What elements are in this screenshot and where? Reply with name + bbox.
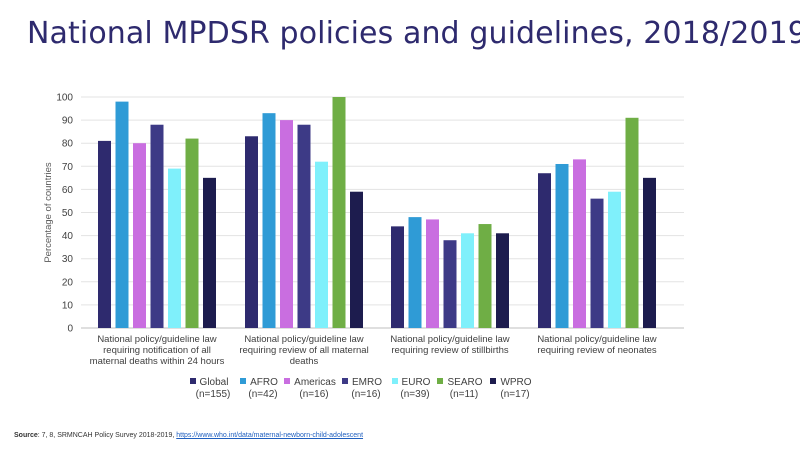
x-category-label-line: National policy/guideline law [390, 334, 510, 345]
source-text: : 7, 8, SRMNCAH Policy Survey 2018-2019, [37, 432, 177, 439]
source-note: Source: 7, 8, SRMNCAH Policy Survey 2018… [14, 432, 363, 439]
bar-global-2 [245, 136, 258, 328]
legend-item-euro: EURO (n=39) [385, 377, 437, 401]
legend-item-americas: Americas (n=16) [284, 377, 336, 401]
bar-wpro-4 [643, 177, 656, 328]
x-category-label-line: requiring review of stillbirths [391, 345, 509, 356]
legend-item-global: Global (n=155) [183, 377, 235, 401]
x-category-label-line: requiring review of all maternal [239, 345, 369, 356]
legend-series-n: (n=16) [351, 389, 381, 400]
legend-swatch [342, 378, 348, 384]
x-category-label: National policy/guideline law requiring r… [517, 334, 677, 356]
y-tick-label: 70 [62, 162, 74, 173]
bar-emro-3 [443, 240, 457, 328]
legend-series-n: (n=17) [500, 389, 530, 400]
legend-series-n: (n=16) [299, 389, 329, 400]
y-tick-label: 50 [62, 208, 74, 219]
y-tick-label: 90 [62, 116, 74, 127]
bar-searo-1 [185, 138, 199, 328]
x-category-label: National policy/guideline law requiring r… [224, 334, 384, 367]
legend-series-n: (n=42) [248, 389, 278, 400]
bar-searo-2 [332, 97, 346, 328]
bar-emro-2 [297, 124, 311, 328]
bar-americas-1 [133, 143, 146, 328]
y-tick-label: 40 [62, 231, 74, 242]
y-tick-label: 10 [62, 300, 74, 311]
source-label: Source [14, 432, 38, 439]
legend-series-n: (n=11) [449, 389, 479, 400]
bar-afro-3 [408, 217, 422, 328]
bar-global-4 [538, 173, 551, 328]
x-category-label-line: deaths [289, 356, 319, 367]
bar-wpro-1 [203, 177, 216, 328]
legend-item-emro: EMRO (n=16) [336, 377, 388, 401]
bar-americas-3 [426, 219, 439, 328]
bar-americas-4 [573, 159, 586, 328]
legend-item-wpro: WPRO (n=17) [485, 377, 537, 401]
bar-afro-1 [115, 101, 129, 329]
bar-emro-1 [150, 124, 164, 328]
legend-series-name: EURO [401, 377, 431, 388]
x-category-label-line: requiring notification of all [103, 345, 211, 356]
x-category-label-line: maternal deaths within 24 hours [89, 356, 225, 367]
bar-euro-3 [461, 233, 474, 328]
y-tick-label: 30 [62, 254, 74, 265]
legend-swatch [189, 378, 196, 384]
x-category-label-line: National policy/guideline law [97, 334, 217, 345]
x-category-label: National policy/guideline law requiring r… [370, 334, 530, 356]
bar-afro-2 [262, 113, 276, 328]
bar-euro-1 [168, 168, 181, 328]
legend-item-searo: SEARO (n=11) [434, 377, 486, 401]
y-axis-label: Percentage of countries [43, 162, 54, 263]
x-category-label-line: National policy/guideline law [244, 334, 364, 345]
legend-series-name: Global [199, 377, 229, 388]
bar-euro-2 [315, 161, 328, 328]
legend-series-n: (n=155) [195, 389, 231, 400]
legend-swatch [391, 378, 398, 384]
legend-item-afro: AFRO (n=42) [233, 377, 285, 401]
source-link[interactable]: https://www.who.int/data/maternal-newbor… [176, 432, 364, 439]
legend-swatch [437, 378, 444, 384]
y-tick-label: 60 [62, 185, 74, 196]
legend-series-n: (n=39) [400, 389, 430, 400]
y-tick-label: 0 [67, 324, 73, 335]
bar-searo-3 [478, 224, 492, 328]
bar-americas-2 [280, 120, 293, 328]
x-category-label-line: requiring review of neonates [537, 345, 657, 356]
x-category-label-line: National policy/guideline law [537, 334, 657, 345]
bar-emro-4 [590, 198, 604, 328]
slide-title: National MPDSR policies and guidelines, … [27, 16, 800, 51]
legend-series-name: WPRO [500, 377, 532, 388]
bar-afro-4 [555, 163, 569, 328]
bar-wpro-2 [350, 191, 363, 328]
bar-euro-4 [608, 191, 621, 328]
legend-series-name: EMRO [352, 377, 382, 388]
legend-series-name: Americas [294, 377, 336, 388]
legend-swatch [240, 378, 247, 384]
legend-swatch [284, 378, 291, 384]
legend-series-name: AFRO [250, 377, 278, 388]
y-tick-label: 80 [62, 139, 74, 150]
bar-global-1 [98, 140, 111, 328]
bar-searo-4 [625, 117, 639, 328]
y-tick-label: 20 [62, 277, 74, 288]
legend-series-name: SEARO [447, 377, 483, 388]
legend-swatch [490, 378, 497, 384]
bar-wpro-3 [496, 233, 509, 328]
bar-global-3 [391, 226, 404, 328]
y-tick-label: 100 [56, 93, 73, 104]
x-category-label: National policy/guideline law requiring n… [77, 334, 237, 367]
